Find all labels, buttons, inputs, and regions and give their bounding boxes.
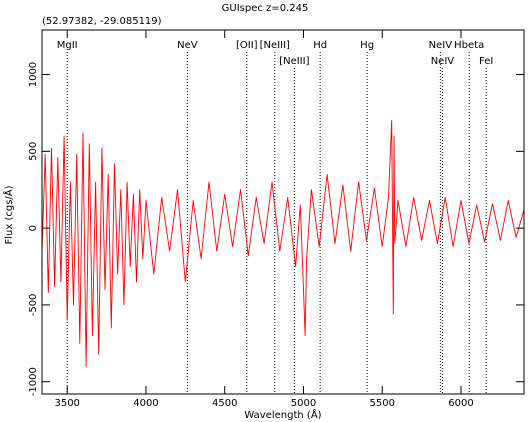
y-ticks: -1000 -500 0 500 1000	[28, 62, 524, 396]
x-ticks: 3500 4000 4500 5000 5500 6000	[54, 30, 474, 409]
x-tick-label-2: 4500	[212, 398, 237, 409]
flux-series	[41, 120, 525, 367]
y-tick-label-2: 0	[28, 225, 39, 231]
annotation-label-5: Hd	[313, 40, 327, 51]
annotation-label-4: [NeIII]	[279, 56, 309, 67]
x-tick-label-5: 6000	[448, 398, 473, 409]
annotation-label-9: Hbeta	[454, 40, 484, 51]
y-tick-label-1: -500	[28, 294, 39, 317]
chart-title: GUIspec z=0.245	[222, 3, 309, 14]
chart-subtitle: (52.97382, -29.085119)	[42, 16, 162, 27]
annotation-label-3: [NeIII]	[260, 40, 290, 51]
annotation-label-0: MgII	[57, 40, 78, 51]
x-tick-label-1: 4000	[133, 398, 158, 409]
annotation-label-1: NeV	[177, 40, 198, 51]
flux-line	[41, 120, 525, 367]
y-tick-label-0: -1000	[28, 367, 39, 396]
y-tick-label-3: 500	[28, 142, 39, 161]
annotation-label-2: [OII]	[236, 40, 258, 51]
annotation-label-10: FeI	[479, 56, 493, 67]
x-tick-label-4: 5500	[370, 398, 395, 409]
annotation-label-6: Hg	[360, 40, 374, 51]
annotation-label-7: NeIV	[429, 40, 453, 51]
x-tick-label-3: 5000	[291, 398, 316, 409]
plot-frame	[41, 29, 525, 395]
line-annotations: MgII NeV [OII] [NeIII][NeIII]Hd Hg NeIVNeIVHb…	[57, 40, 493, 394]
x-tick-label-0: 3500	[54, 398, 79, 409]
x-axis-label: Wavelength (Å)	[244, 408, 321, 421]
y-tick-label-4: 1000	[28, 62, 39, 87]
annotation-label-8: NeIV	[431, 56, 455, 67]
y-axis-label: Flux (cgs/Å)	[2, 185, 15, 244]
